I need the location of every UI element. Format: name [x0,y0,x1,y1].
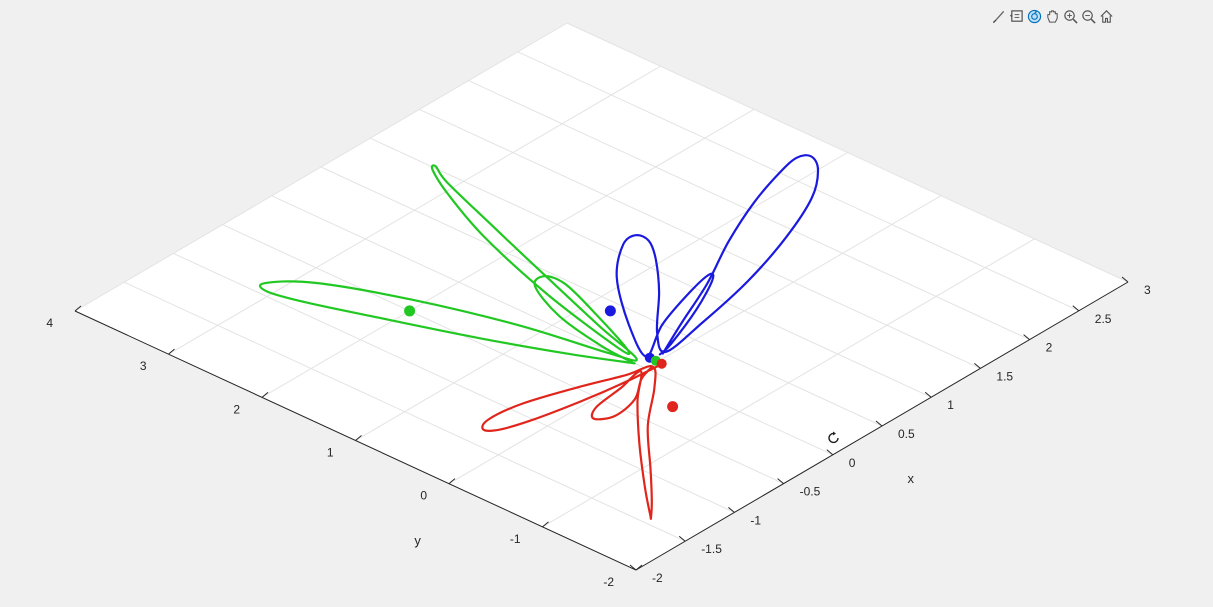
series-marker-2 [404,305,416,317]
grid-line-y [448,195,942,485]
x-axis-ticks: -2 -1.5 -1 -0.5 0 0.5 1 1.5 2 2.5 3 [629,276,1151,585]
x-tick-label: 2 [1046,341,1053,355]
series-layer [258,154,820,520]
grid-line-y [74,22,568,312]
grid-line-y [355,152,848,441]
x-tick-label: 3 [1144,283,1151,297]
y-tick-mark [542,521,549,528]
y-tick-mark [448,478,456,485]
datatip-icon[interactable] [1008,7,1025,26]
y-tick-label: -1 [510,532,521,546]
x-tick-label: -1.5 [701,542,722,556]
series-marker-1 [604,305,616,317]
home-icon[interactable] [1098,7,1115,26]
y-tick-mark [355,435,362,441]
rotate-cursor-icon [826,430,842,446]
y-tick-mark [635,564,643,571]
series-line-2 [258,164,638,365]
x-tick-mark [924,391,932,398]
x-tick-label: 2.5 [1095,312,1112,326]
grid-line-y [542,238,1035,528]
grid-line-y [168,65,661,355]
x-tick-label: -1 [750,513,761,527]
series-line-3 [481,363,662,520]
x-tick-mark [875,420,883,427]
y-tick-label: 2 [233,402,240,416]
x-tick-mark [678,535,686,542]
axes-toolbar [990,7,1115,26]
grid-line-y [261,108,755,398]
y-tick-label: -2 [603,575,614,589]
x-tick-label: 0 [849,456,856,470]
zoom-in-icon[interactable] [1062,7,1079,26]
y-tick-mark [74,305,82,312]
x-tick-mark [728,507,735,513]
y-tick-label: 4 [46,316,53,330]
x-tick-mark [1072,305,1080,312]
x-tick-label: -2 [652,571,663,585]
center-dot-3 [656,358,667,369]
x-tick-mark [974,363,981,369]
y-tick-label: 0 [420,489,427,503]
x-tick-mark [1121,276,1129,283]
x-tick-label: 0.5 [898,427,915,441]
y-tick-mark [168,348,175,355]
x-axis-label: x [908,471,915,486]
x-tick-label: 1.5 [996,369,1013,383]
y-axis-ticks: -2 -1 0 1 2 3 4 [46,305,643,589]
series-line-1 [615,154,820,358]
y-axis-label: y [414,533,421,548]
brush-icon[interactable] [990,7,1007,26]
zoom-out-icon[interactable] [1080,7,1097,26]
y-tick-label: 1 [327,446,334,460]
pan-icon[interactable] [1044,7,1061,26]
x-tick-mark [826,449,834,456]
y-tick-mark [261,391,269,398]
x-tick-mark [629,564,637,571]
x-tick-mark [1023,334,1030,340]
rotate-3d-icon[interactable] [1026,7,1043,26]
x-tick-mark [777,478,784,484]
y-tick-label: 3 [140,359,147,373]
x-tick-label: 1 [947,398,954,412]
series-marker-3 [667,401,679,413]
x-tick-label: -0.5 [800,485,821,499]
